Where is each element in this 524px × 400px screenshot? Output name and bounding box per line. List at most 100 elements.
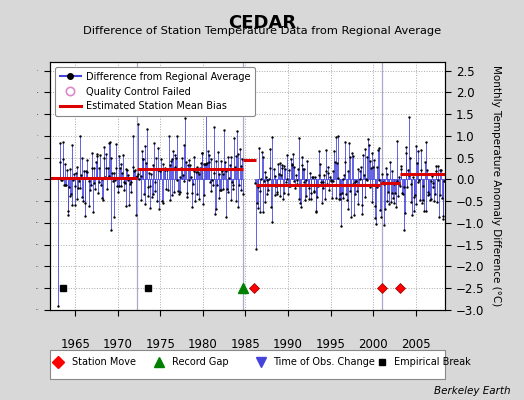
Point <box>292 181 301 188</box>
Point <box>121 180 129 186</box>
Point <box>112 164 120 171</box>
Point <box>106 139 114 146</box>
Point <box>418 200 426 206</box>
Point <box>367 150 376 156</box>
Point <box>178 155 187 161</box>
Point <box>318 199 326 206</box>
Point <box>202 161 210 168</box>
Point <box>80 168 88 174</box>
Text: 1965: 1965 <box>60 338 90 351</box>
Point <box>210 124 219 130</box>
Point <box>413 160 421 166</box>
Point <box>278 162 286 168</box>
Point <box>236 187 245 193</box>
Point <box>66 165 74 172</box>
Point <box>383 171 391 177</box>
Point <box>72 196 81 202</box>
Point <box>104 140 113 146</box>
Point <box>75 184 84 191</box>
Point <box>179 172 187 178</box>
Point <box>257 176 265 182</box>
Point <box>365 142 373 148</box>
Point <box>95 165 104 172</box>
Point <box>353 188 361 194</box>
Point <box>347 150 356 156</box>
Point <box>114 189 122 195</box>
Text: 1970: 1970 <box>103 338 133 351</box>
Point <box>423 167 431 173</box>
Point <box>132 174 140 180</box>
Point <box>322 146 331 153</box>
Point <box>330 148 339 154</box>
Point <box>278 165 287 172</box>
Point <box>99 197 107 203</box>
Point <box>124 177 133 183</box>
Point <box>129 132 138 139</box>
Point <box>285 167 293 174</box>
Point <box>231 164 239 170</box>
Point <box>282 179 290 185</box>
Point <box>289 151 297 158</box>
Point <box>307 190 315 197</box>
Point <box>362 176 370 182</box>
Point <box>111 176 119 183</box>
Point <box>329 168 337 174</box>
Point <box>258 148 266 155</box>
Point <box>177 165 185 171</box>
Point <box>333 160 341 167</box>
Point <box>312 208 321 214</box>
Point <box>110 214 118 220</box>
Point <box>361 146 369 152</box>
Point <box>88 150 96 156</box>
Point <box>141 201 150 208</box>
Point <box>413 179 422 185</box>
Point <box>174 188 182 194</box>
Point <box>65 184 73 190</box>
Point <box>270 172 279 179</box>
Point <box>333 175 342 181</box>
Point <box>347 214 355 221</box>
Point <box>378 170 387 177</box>
Point <box>359 152 367 158</box>
Point <box>223 186 231 192</box>
Point <box>275 171 283 177</box>
Point <box>171 163 179 170</box>
Point <box>326 178 335 184</box>
Point <box>199 201 207 207</box>
Point <box>376 207 385 214</box>
Point <box>369 164 377 170</box>
Point <box>355 176 364 182</box>
Point <box>103 185 112 192</box>
Point <box>128 164 137 170</box>
Point <box>431 190 439 197</box>
Point <box>390 200 399 206</box>
Point <box>126 179 135 186</box>
Point <box>214 170 223 177</box>
Point <box>94 178 103 185</box>
Point <box>154 167 162 174</box>
Point <box>142 160 150 166</box>
Point <box>396 183 404 190</box>
Point <box>379 222 388 228</box>
Point <box>186 162 194 168</box>
Point <box>174 190 183 197</box>
Point <box>438 194 446 201</box>
Point <box>214 149 222 156</box>
Point <box>424 189 433 195</box>
Point <box>335 195 343 202</box>
Point <box>96 182 105 188</box>
Point <box>68 141 77 148</box>
Point <box>357 202 366 208</box>
Point <box>419 182 427 189</box>
Point <box>62 167 71 173</box>
Point <box>290 164 299 171</box>
Point <box>288 162 297 168</box>
Point <box>314 183 322 189</box>
Point <box>373 164 381 170</box>
Point <box>226 154 235 160</box>
Point <box>383 198 391 204</box>
Point <box>163 166 172 172</box>
Text: Empirical Break: Empirical Break <box>394 357 471 366</box>
Point <box>219 186 227 192</box>
Point <box>304 182 312 188</box>
